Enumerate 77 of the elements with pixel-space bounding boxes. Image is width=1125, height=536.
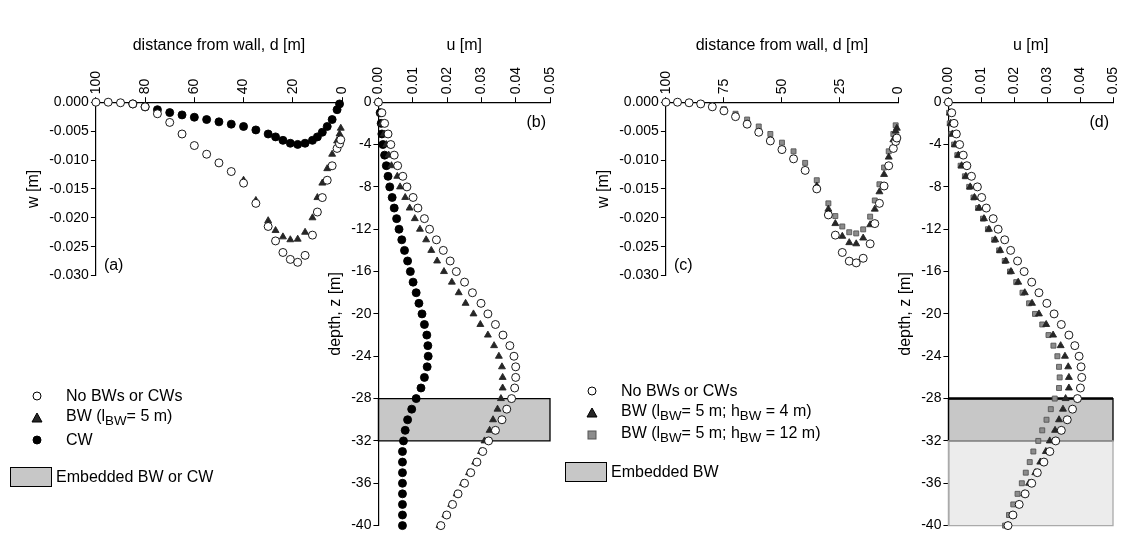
x-tick-label: 0.00 [369, 66, 386, 95]
x-tick-label: 0.02 [437, 66, 454, 95]
x-tick-label: 0.01 [972, 66, 989, 95]
x-tick-label: 25 [830, 78, 847, 95]
legend-label: CW [66, 431, 93, 449]
y-tick-label: -0.015 [49, 179, 90, 196]
y-tick-label: -36 [921, 474, 942, 491]
x-tick-label: 0.03 [1038, 66, 1055, 95]
y-tick-label: 0.000 [623, 93, 660, 110]
legend-label: Embedded BW or CW [56, 468, 214, 486]
x-tick-label: 50 [772, 78, 789, 95]
y-axis-title: depth, z [m] [326, 272, 344, 356]
x-tick-label: 60 [185, 78, 202, 95]
y-tick-label: -4 [358, 135, 372, 152]
annotation: (d) [1089, 112, 1109, 130]
y-tick-label: -28 [921, 389, 942, 406]
y-tick-label: -0.020 [49, 208, 90, 225]
legend-label: Embedded BW [611, 463, 719, 481]
legend-label: No BWs or CWs [621, 382, 738, 400]
y-tick-label: -0.005 [49, 121, 90, 138]
x-tick-label: 80 [135, 78, 152, 95]
y-tick-label: -0.025 [49, 237, 90, 254]
y-tick-label: -4 [928, 135, 942, 152]
y-tick-label: -32 [921, 431, 942, 448]
legend-label: BW (l$_{BW}$= 5 m; h$_{BW}$ = 12 m) [621, 424, 821, 446]
legend-label: No BWs or CWs [66, 387, 183, 405]
x-axis-title: u [m] [446, 36, 482, 54]
y-axis-title: w [m] [24, 169, 42, 210]
x-axis-title: u [m] [1012, 36, 1049, 54]
y-axis-title: depth, z [m] [896, 272, 914, 356]
y-tick-label: -8 [928, 177, 942, 194]
x-tick-label: 75 [714, 78, 731, 95]
x-tick-label: 20 [283, 78, 300, 95]
x-tick-label: 0.02 [1005, 66, 1022, 95]
y-tick-label: -0.025 [619, 237, 660, 254]
legend-label: BW (l$_{BW}$= 5 m) [66, 407, 173, 429]
y-axis-title: w [m] [594, 169, 612, 210]
x-tick-label: 0.04 [506, 66, 523, 95]
y-tick-label: -0.030 [49, 266, 90, 283]
legend-label: BW (l$_{BW}$= 5 m; h$_{BW}$ = 4 m) [621, 402, 812, 424]
x-tick-label: 0.04 [1070, 66, 1087, 95]
y-tick-label: -16 [351, 262, 372, 279]
annotation: (a) [103, 256, 124, 274]
annotation: (b) [526, 112, 546, 130]
y-tick-label: -12 [921, 220, 942, 237]
y-tick-label: -0.020 [619, 208, 660, 225]
y-tick-label: -0.015 [619, 179, 660, 196]
x-axis-title: distance from wall, d [m] [132, 36, 306, 54]
x-tick-label: 0 [332, 86, 349, 95]
y-tick-label: -0.030 [619, 266, 660, 283]
x-tick-label: 0.03 [472, 66, 489, 95]
x-tick-label: 0.01 [403, 66, 420, 95]
y-tick-label: -12 [351, 220, 372, 237]
y-tick-label: -24 [921, 347, 942, 364]
x-tick-label: 40 [234, 78, 251, 95]
y-tick-label: -20 [921, 304, 942, 321]
x-tick-label: 0 [888, 86, 905, 95]
x-tick-label: 0.05 [540, 66, 557, 95]
x-tick-label: 100 [86, 70, 103, 95]
x-tick-label: 0.05 [1103, 66, 1120, 95]
y-tick-label: -40 [351, 516, 372, 533]
y-tick-label: 0.000 [53, 93, 90, 110]
y-tick-label: -0.010 [619, 150, 660, 167]
y-tick-label: -0.005 [619, 121, 660, 138]
y-tick-label: -16 [921, 262, 942, 279]
y-tick-label: -40 [921, 516, 942, 533]
x-tick-label: 100 [656, 70, 673, 95]
y-tick-label: -20 [351, 304, 372, 321]
y-tick-label: -36 [351, 474, 372, 491]
annotation: (c) [673, 256, 693, 274]
y-tick-label: -24 [351, 347, 372, 364]
x-axis-title: distance from wall, d [m] [695, 36, 869, 54]
y-tick-label: -32 [351, 431, 372, 448]
y-tick-label: -0.010 [49, 150, 90, 167]
x-tick-label: 0.00 [939, 66, 956, 95]
y-tick-label: -28 [351, 389, 372, 406]
y-tick-label: -8 [358, 177, 372, 194]
